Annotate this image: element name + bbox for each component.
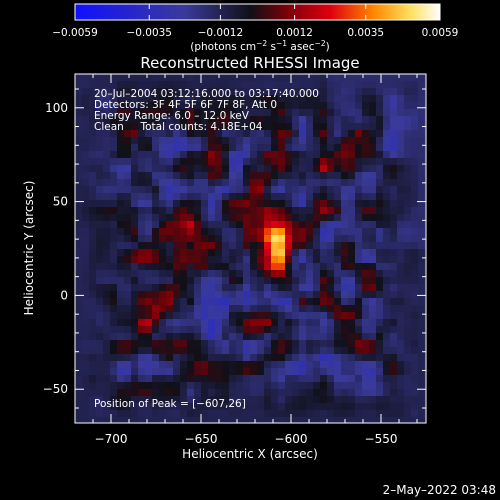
colorbar-tick-label: 0.0059: [422, 27, 459, 39]
plot-frame: [74, 73, 427, 424]
info-detectors: Detectors: 3F 4F 5F 6F 7F 8F, Att 0: [94, 99, 277, 111]
x-tick-label: −550: [365, 432, 398, 446]
y-tick-label: 50: [53, 195, 68, 209]
chart-title: Reconstructed RHESSI Image: [140, 54, 359, 72]
colorbar: [75, 4, 440, 20]
info-energy-range: Energy Range: 6.0 – 12.0 keV: [94, 110, 250, 122]
y-axis-label: Heliocentric Y (arcsec): [22, 181, 36, 316]
axis-ticks: −700 −650 −600 −550 −50 0 50 100: [43, 74, 426, 446]
colorbar-units: (photons cm−2 s−1 asec−2): [190, 39, 329, 53]
heatmap-image: [75, 74, 426, 423]
colorbar-tick-label: 0.0012: [276, 27, 313, 39]
x-tick-label: −700: [95, 432, 128, 446]
info-time-range: 20–Jul–2004 03:12:16.000 to 03:17:40.000: [94, 88, 319, 100]
info-clean-counts: Clean Total counts: 4.18E+04: [94, 121, 263, 133]
colorbar-tick-label: −0.0035: [126, 27, 172, 39]
info-block: 20–Jul–2004 03:12:16.000 to 03:17:40.000…: [94, 88, 319, 133]
colorbar-tick-label: −0.0059: [52, 27, 98, 39]
colorbar-ticks: −0.0059 −0.0035 −0.0012 0.0012 0.0035 0.0059: [52, 4, 458, 39]
y-tick-label: 0: [60, 288, 68, 302]
y-tick-label: −50: [43, 382, 68, 396]
colorbar-tick-label: 0.0035: [347, 27, 384, 39]
x-axis-label: Heliocentric X (arcsec): [182, 447, 318, 461]
y-tick-label: 100: [45, 101, 68, 115]
x-tick-label: −650: [185, 432, 218, 446]
plot-timestamp: 2–May–2022 03:48: [383, 483, 496, 497]
colorbar-frame: [74, 3, 441, 21]
colorbar-tick-label: −0.0012: [198, 27, 244, 39]
peak-position-label: Position of Peak = [−607,26]: [94, 398, 246, 410]
x-tick-label: −600: [275, 432, 308, 446]
